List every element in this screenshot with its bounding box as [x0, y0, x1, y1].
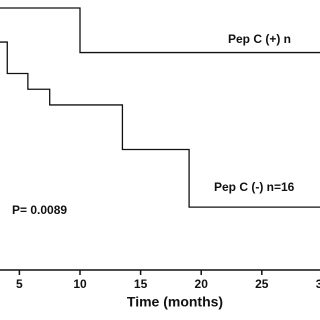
x-tick-label: 20 — [195, 277, 209, 291]
curve-label: Pep C (+) n — [228, 32, 291, 46]
x-tick-label: 15 — [134, 277, 148, 291]
survival-curve — [0, 41, 320, 208]
x-tick-label: 5 — [16, 277, 23, 291]
x-tick-label: 30 — [316, 277, 320, 291]
p-value: P= 0.0089 — [12, 203, 67, 217]
x-tick-label: 25 — [255, 277, 269, 291]
curve-label: Pep C (-) n=16 — [214, 180, 295, 194]
survival-curve — [0, 7, 320, 54]
x-tick-label: 10 — [73, 277, 87, 291]
x-axis-title: Time (months) — [127, 294, 223, 310]
